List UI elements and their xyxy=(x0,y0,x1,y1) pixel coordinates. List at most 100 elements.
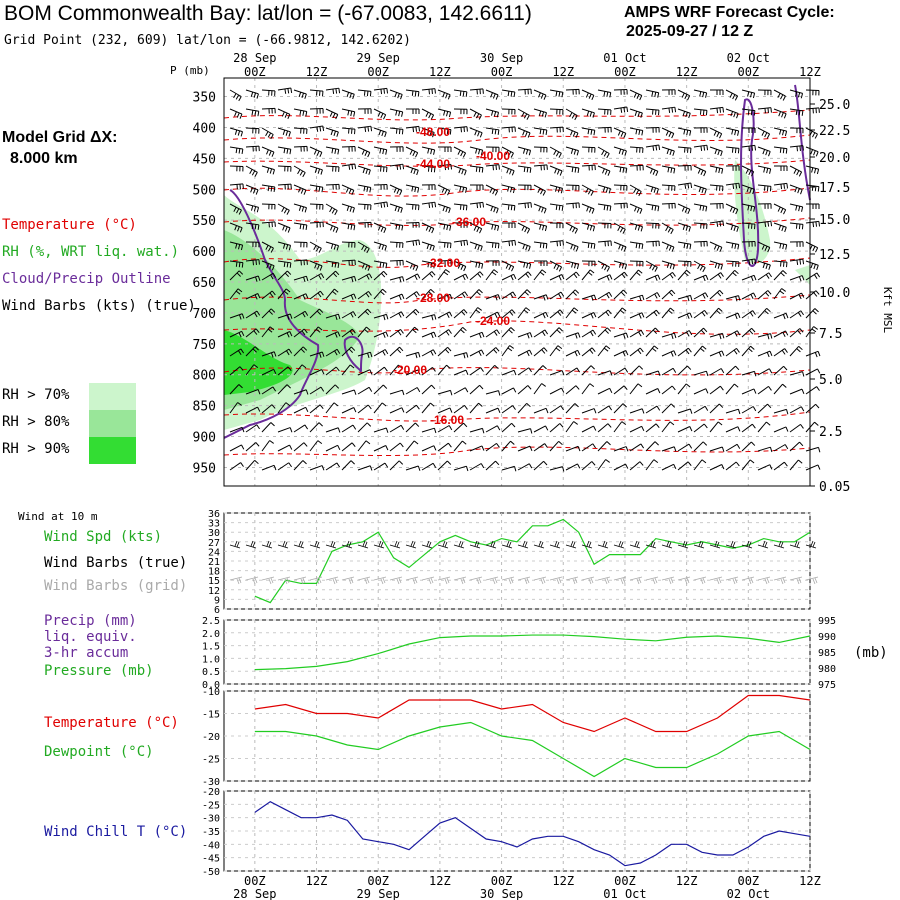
wind-barb xyxy=(469,463,482,471)
wind-barb xyxy=(293,346,304,357)
wind-barb xyxy=(613,260,627,265)
wind-barb xyxy=(789,441,800,452)
wind-barb-flag xyxy=(653,345,659,350)
wind-barb xyxy=(501,309,513,319)
wind-barb-flag xyxy=(649,264,653,270)
wind-barb xyxy=(469,427,483,433)
wind-barb xyxy=(453,369,467,376)
wind-barb-flag xyxy=(393,187,397,193)
wind-barb xyxy=(373,288,383,300)
wind-barb-flag xyxy=(353,225,356,231)
wind-barb-flag xyxy=(751,171,755,177)
wind-barb-flag xyxy=(303,328,308,334)
wind-barb-flag xyxy=(572,131,576,137)
wind-barb xyxy=(693,459,703,471)
legend-rh70: RH > 70% xyxy=(2,387,70,403)
wind-barb-flag xyxy=(289,331,293,337)
wind-barb-grid xyxy=(773,576,787,585)
wind-barb xyxy=(277,288,287,300)
wind-barb-flag xyxy=(509,345,514,349)
wind-barb-flag xyxy=(738,183,741,189)
date-label-bottom: 29 Sep xyxy=(357,887,400,900)
grid-point-info: Grid Point (232, 609) lat/lon = (-66.981… xyxy=(4,33,411,48)
wind-barb-flag xyxy=(449,311,453,317)
wind-barb-flag xyxy=(737,148,740,154)
wind-barb-flag xyxy=(766,168,769,174)
wind-barb-flag xyxy=(652,145,655,151)
wind-barb xyxy=(565,271,577,281)
wind-barb-flag xyxy=(574,228,578,234)
wind-barb-flag xyxy=(801,224,804,230)
wind-barb-flag xyxy=(719,289,724,295)
wind-barb-grid xyxy=(661,576,675,585)
wind-barb xyxy=(613,385,625,395)
wind-barb-flag xyxy=(396,348,402,354)
wind-barb xyxy=(325,402,335,414)
wind-barb xyxy=(229,366,241,376)
wind-barb-flag xyxy=(460,127,462,133)
wind-barb-flag xyxy=(526,167,529,173)
wind-barb-flag xyxy=(369,369,373,375)
wind-barb-flag xyxy=(781,349,786,355)
wind-barb-flag xyxy=(623,246,627,252)
wind-barb-flag xyxy=(589,349,594,354)
wind-barb-grid xyxy=(581,576,595,585)
wind-barb-flag xyxy=(523,309,529,314)
wind-barb-flag xyxy=(674,107,677,113)
cloud-outline-small xyxy=(343,335,364,373)
wind-barb-flag xyxy=(736,113,739,119)
wind-barb xyxy=(693,309,705,319)
wind-barb-flag xyxy=(333,130,336,136)
wind-barb xyxy=(661,463,674,471)
wind-barb-flag xyxy=(397,93,400,99)
wind-barb-flag xyxy=(349,330,354,336)
wind-barb-flag xyxy=(525,307,531,312)
wind-barb xyxy=(613,367,626,376)
wind-barb-flag xyxy=(301,206,305,212)
wind-barb-flag xyxy=(415,308,420,314)
wind-barb-flag xyxy=(721,446,725,452)
wind-barb-flag xyxy=(719,247,723,253)
wind-barb xyxy=(773,312,787,319)
wind-barb-flag xyxy=(652,169,656,175)
wind-barb xyxy=(709,307,719,319)
forecast-cycle-label: AMPS WRF Forecast Cycle: xyxy=(624,4,835,21)
wind-barb xyxy=(357,290,369,300)
wind-barb-flag xyxy=(348,188,352,194)
wind-barb-flag xyxy=(334,384,340,389)
wind-barb xyxy=(277,108,291,115)
wind-barb xyxy=(693,388,707,395)
wind-barb-flag xyxy=(764,310,769,315)
wind-barb-true xyxy=(597,540,609,549)
wind-barb-flag xyxy=(464,387,469,393)
wind-barb-flag xyxy=(745,168,749,174)
wind-barb-flag xyxy=(782,130,785,136)
wind-barb-flag xyxy=(609,274,613,280)
wind-barb-flag xyxy=(606,91,609,97)
wind-barb-flag xyxy=(575,246,579,252)
wind-barb-flag xyxy=(386,88,389,94)
label-pressure: Pressure (mb) xyxy=(44,663,154,679)
wind-barb xyxy=(741,327,752,338)
wind-barb-flag xyxy=(601,150,605,156)
wind-barb-grid xyxy=(421,576,435,585)
wind-barb-flag xyxy=(412,127,415,133)
wind-barb-flag xyxy=(734,331,738,337)
wind-barb-flag xyxy=(589,269,595,274)
wind-barb xyxy=(677,269,687,281)
wind-barb xyxy=(245,184,259,191)
wind-barbs xyxy=(229,87,821,472)
wind-barb-flag xyxy=(493,331,498,336)
wind-barb xyxy=(469,108,482,116)
wind-barb-flag xyxy=(399,190,403,196)
wind-barb xyxy=(805,184,819,188)
wind-barb-flag xyxy=(253,92,257,98)
wind-barb-flag xyxy=(572,227,576,233)
wind-barb-grid xyxy=(741,576,755,585)
wind-barb xyxy=(693,222,708,225)
wind-barb-flag xyxy=(697,264,701,270)
wind-barb xyxy=(629,269,639,281)
wind-barb-flag xyxy=(736,348,740,353)
wind-barb-flag xyxy=(364,264,368,270)
wind-barb-grid xyxy=(277,576,291,585)
